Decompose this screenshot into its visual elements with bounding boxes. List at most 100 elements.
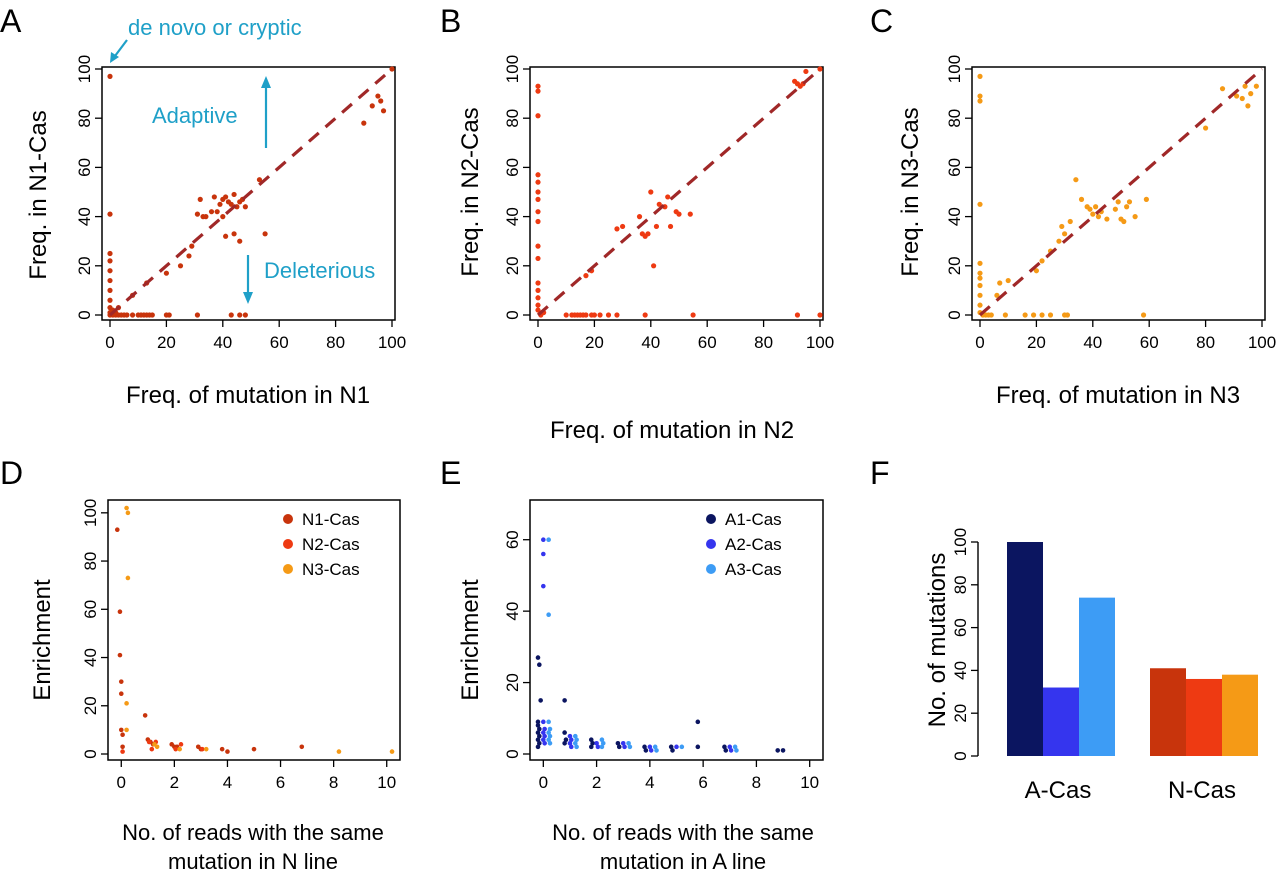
data-point — [728, 748, 734, 753]
data-point — [1073, 177, 1079, 183]
data-point — [1132, 214, 1138, 220]
data-point — [547, 740, 553, 746]
data-point — [817, 312, 823, 318]
data-point — [1253, 83, 1259, 89]
data-point — [562, 740, 567, 746]
x-tick-label: 0 — [105, 333, 114, 352]
y-tick-label: 100 — [951, 528, 970, 556]
data-point — [124, 312, 130, 318]
data-point — [695, 744, 701, 750]
y-tick-label: 0 — [503, 749, 522, 758]
data-point — [1067, 218, 1073, 225]
data-point — [546, 730, 551, 735]
data-point — [546, 612, 551, 618]
x-tick-label: 100 — [1248, 333, 1276, 352]
data-point — [1078, 196, 1085, 202]
group-label: A-Cas — [1025, 777, 1092, 804]
group-label: N-Cas — [1168, 777, 1236, 804]
y-axis-label: No. of mutations — [924, 553, 951, 728]
data-point — [1033, 268, 1039, 274]
data-point — [1143, 196, 1149, 202]
panel-e: 0 2 4 6 8 10 0 20 40 60 A1-Cas A2-Cas A3-Cas E No. of … — [440, 455, 824, 874]
data-point — [142, 713, 148, 718]
data-point — [107, 287, 113, 293]
data-point — [118, 727, 124, 733]
data-point — [535, 287, 541, 293]
data-point — [1121, 218, 1127, 225]
data-point — [107, 73, 113, 79]
data-point — [591, 312, 598, 318]
data-point — [242, 204, 248, 210]
y-tick-label: 80 — [945, 109, 964, 128]
x-axis-label-line: No. of reads with the same — [552, 820, 814, 845]
data-point — [622, 744, 627, 750]
legend-label: A1-Cas — [725, 510, 782, 529]
y-tick-label: 20 — [81, 696, 100, 715]
y-tick-label: 40 — [81, 648, 100, 667]
bar — [1079, 597, 1115, 756]
annotation-adaptive: Adaptive — [152, 103, 238, 128]
data-point — [217, 201, 223, 207]
data-point — [535, 723, 541, 728]
data-point — [535, 88, 541, 94]
data-point — [118, 679, 124, 684]
data-point — [599, 737, 605, 743]
legend-label: N2-Cas — [302, 535, 360, 554]
x-tick-label: 60 — [1140, 333, 1159, 352]
data-point — [186, 253, 192, 259]
data-point — [1248, 91, 1254, 97]
data-point — [124, 701, 129, 706]
data-point — [163, 270, 169, 276]
data-point — [977, 260, 983, 266]
data-point — [231, 191, 237, 198]
data-point — [146, 739, 152, 745]
x-tick-label: 80 — [754, 333, 773, 352]
data-point — [583, 273, 589, 279]
data-point — [1140, 312, 1147, 318]
data-point — [1095, 214, 1102, 220]
data-point — [194, 312, 201, 318]
data-point — [166, 312, 172, 318]
legend-marker — [283, 514, 293, 524]
data-point — [537, 740, 542, 746]
data-point — [695, 719, 701, 725]
data-point — [977, 275, 983, 281]
data-point — [627, 744, 633, 750]
data-point — [594, 740, 599, 746]
x-axis-label: Freq. of mutation in N1 — [126, 382, 370, 409]
data-point — [199, 746, 205, 752]
diagonal-line — [978, 67, 1264, 317]
data-point — [727, 744, 733, 750]
data-point — [194, 211, 201, 217]
data-point — [563, 312, 569, 318]
data-point — [535, 179, 541, 185]
data-point — [107, 297, 113, 303]
data-point — [1126, 199, 1133, 205]
x-tick-label: 60 — [698, 333, 717, 352]
data-point — [562, 698, 567, 703]
data-point — [775, 748, 781, 753]
data-point — [734, 748, 739, 753]
data-point — [369, 103, 375, 109]
x-axis-label: No. of reads with the same mutation in A … — [552, 820, 814, 874]
x-axis-label: Freq. of mutation in N3 — [996, 382, 1240, 409]
x-tick-label: 0 — [539, 773, 548, 792]
data-point — [651, 263, 657, 269]
x-tick-label: 100 — [806, 333, 834, 352]
data-point — [219, 746, 225, 752]
plot-frame — [529, 66, 824, 321]
y-tick-label: 40 — [945, 207, 964, 226]
data-point — [620, 223, 626, 230]
data-point — [605, 312, 612, 318]
data-point — [723, 748, 729, 753]
data-point — [535, 730, 541, 735]
data-point — [149, 746, 155, 752]
x-tick-label: 8 — [752, 773, 761, 792]
legend-marker — [283, 539, 293, 549]
panel-b: 0 20 40 60 80 100 0 20 40 60 80 100 B Freq. of mutati… — [440, 3, 834, 444]
data-point — [535, 189, 541, 195]
y-tick-label: 60 — [503, 530, 522, 549]
data-point — [977, 292, 983, 298]
y-tick-label: 60 — [75, 158, 94, 177]
data-point — [1115, 199, 1121, 205]
